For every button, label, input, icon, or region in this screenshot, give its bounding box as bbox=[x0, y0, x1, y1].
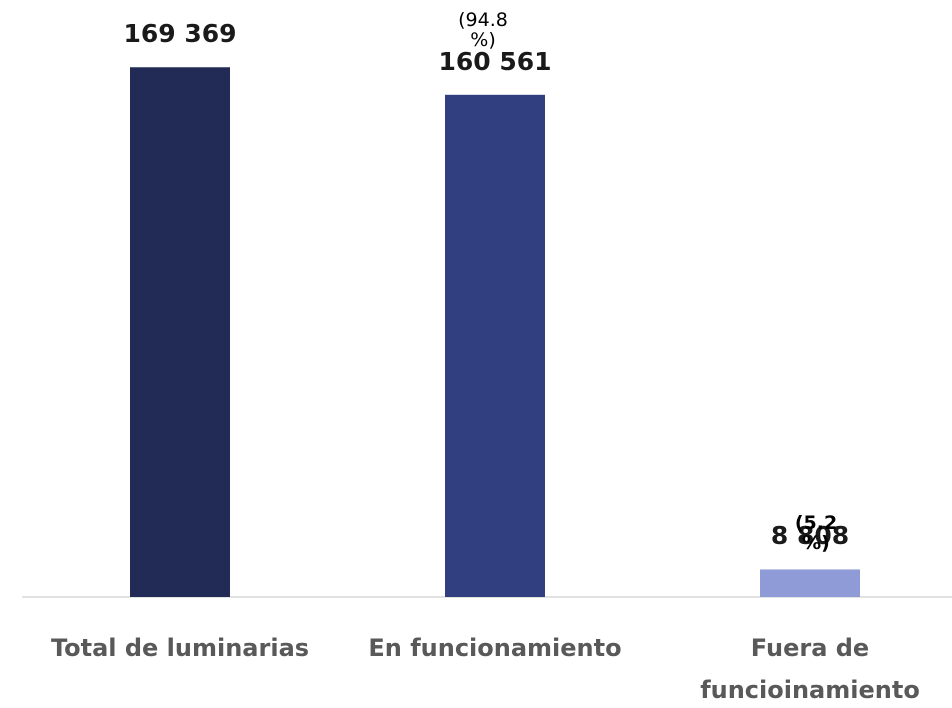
value-label: 160 561 bbox=[438, 46, 552, 76]
bar bbox=[130, 67, 230, 597]
value-label: 8 808 bbox=[770, 521, 850, 551]
value-label: 169 369 bbox=[123, 19, 237, 49]
bar bbox=[760, 569, 860, 597]
x-tick-label: Fuera de funcioinamiento bbox=[700, 634, 920, 704]
x-tick-label: En funcionamiento bbox=[368, 634, 622, 662]
percent-label: (94.8 %) bbox=[458, 8, 508, 51]
percent-label: (5.2 %) bbox=[794, 512, 838, 555]
bar bbox=[445, 94, 545, 597]
x-tick-label: Total de luminarias bbox=[50, 634, 310, 662]
